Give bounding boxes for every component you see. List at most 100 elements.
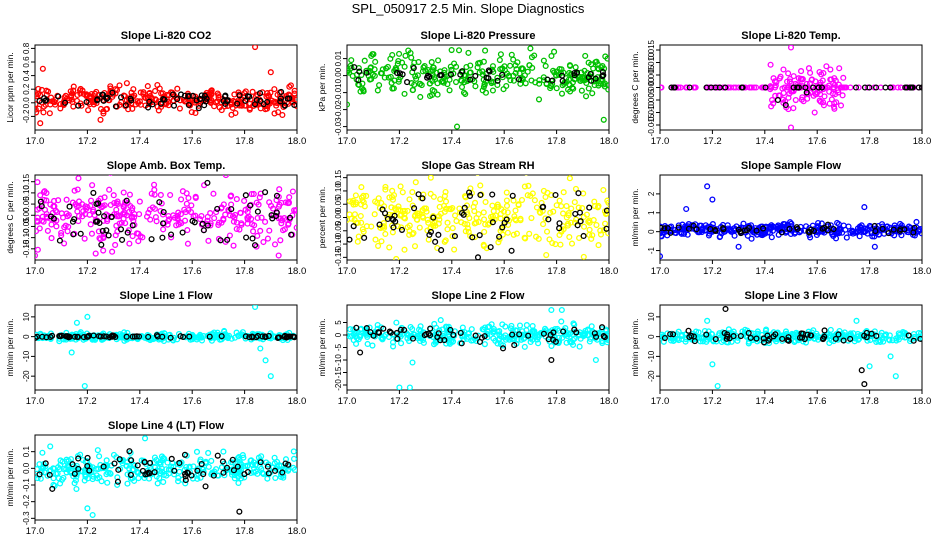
data-point bbox=[371, 211, 378, 218]
data-point bbox=[475, 60, 482, 67]
data-point bbox=[355, 77, 362, 84]
chart-title: Slope Sample Flow bbox=[741, 160, 842, 172]
data-point bbox=[871, 243, 878, 250]
data-point bbox=[466, 69, 473, 76]
data-point bbox=[580, 190, 587, 197]
data-point bbox=[182, 473, 189, 480]
x-tick-label: 17.4 bbox=[756, 396, 775, 407]
data-point bbox=[35, 179, 41, 186]
data-point bbox=[98, 204, 105, 211]
data-point bbox=[513, 66, 520, 73]
data-point bbox=[61, 240, 68, 247]
y-tick-label: -10 bbox=[334, 354, 343, 366]
data-point bbox=[367, 329, 374, 336]
data-point bbox=[509, 192, 516, 199]
data-point bbox=[670, 331, 677, 338]
data-point bbox=[709, 361, 716, 368]
data-point bbox=[858, 367, 865, 374]
data-point bbox=[266, 227, 273, 234]
data-point bbox=[122, 102, 129, 109]
data-point bbox=[249, 88, 256, 95]
data-point bbox=[474, 254, 482, 260]
data-point bbox=[184, 227, 191, 234]
data-point bbox=[513, 230, 520, 237]
data-point bbox=[827, 66, 834, 73]
x-tick-label: 17.0 bbox=[338, 136, 357, 147]
data-point bbox=[188, 109, 195, 116]
data-point bbox=[401, 63, 408, 70]
data-point bbox=[785, 84, 792, 91]
data-point bbox=[388, 79, 395, 86]
data-point bbox=[548, 306, 555, 314]
data-point bbox=[398, 340, 405, 347]
data-point bbox=[347, 69, 353, 76]
x-tick-label: 17.4 bbox=[131, 136, 150, 147]
data-point bbox=[199, 220, 206, 227]
data-point bbox=[154, 333, 161, 340]
data-point bbox=[704, 317, 711, 324]
y-axis-label: degrees C per min. bbox=[5, 181, 15, 253]
data-point bbox=[735, 243, 742, 250]
data-point bbox=[458, 83, 466, 91]
data-point bbox=[42, 460, 49, 467]
data-point bbox=[406, 196, 413, 203]
data-point bbox=[202, 483, 209, 490]
data-point bbox=[835, 89, 842, 96]
data-point bbox=[149, 204, 156, 211]
data-point bbox=[94, 218, 101, 225]
data-point bbox=[233, 196, 240, 203]
data-point bbox=[518, 196, 526, 204]
data-point bbox=[807, 69, 814, 76]
data-point bbox=[544, 189, 551, 196]
data-point bbox=[464, 225, 471, 232]
x-tick-label: 18.0 bbox=[288, 526, 307, 537]
data-point bbox=[479, 68, 486, 75]
data-point bbox=[585, 85, 592, 92]
data-point bbox=[499, 224, 506, 231]
data-point bbox=[465, 330, 472, 337]
data-point bbox=[660, 224, 664, 231]
data-point bbox=[431, 219, 438, 226]
x-tick-label: 17.6 bbox=[183, 396, 202, 407]
data-point bbox=[128, 97, 135, 104]
data-point bbox=[35, 106, 39, 113]
data-point bbox=[779, 332, 787, 339]
chart-title: Slope Li-820 CO2 bbox=[121, 30, 211, 42]
data-point bbox=[112, 103, 119, 110]
data-point bbox=[747, 84, 754, 91]
data-point bbox=[257, 459, 264, 466]
data-point bbox=[679, 221, 686, 228]
data-point bbox=[780, 66, 787, 73]
data-point bbox=[453, 217, 460, 225]
data-point bbox=[244, 93, 251, 100]
data-point bbox=[673, 229, 680, 237]
data-point bbox=[465, 228, 472, 236]
data-point bbox=[424, 74, 431, 81]
data-point bbox=[480, 241, 487, 248]
data-point bbox=[594, 65, 601, 72]
data-point bbox=[685, 327, 692, 334]
data-point bbox=[389, 187, 396, 194]
data-point bbox=[137, 101, 144, 108]
data-point bbox=[827, 326, 834, 333]
data-point bbox=[526, 62, 533, 69]
data-point bbox=[48, 213, 55, 220]
data-point bbox=[262, 334, 269, 341]
data-point bbox=[177, 211, 184, 218]
data-point bbox=[37, 92, 44, 99]
data-point bbox=[597, 227, 604, 234]
x-tick-label: 17.2 bbox=[390, 266, 409, 277]
data-point bbox=[275, 203, 282, 210]
data-point bbox=[440, 79, 447, 86]
data-point bbox=[254, 208, 261, 215]
data-point bbox=[546, 236, 553, 243]
data-point bbox=[99, 91, 106, 98]
data-point bbox=[604, 339, 609, 346]
data-point bbox=[404, 335, 411, 342]
data-point bbox=[559, 334, 566, 341]
data-point bbox=[556, 220, 563, 227]
data-point bbox=[65, 211, 72, 219]
y-tick-label: 0.000 bbox=[647, 77, 656, 98]
data-point bbox=[104, 462, 111, 469]
